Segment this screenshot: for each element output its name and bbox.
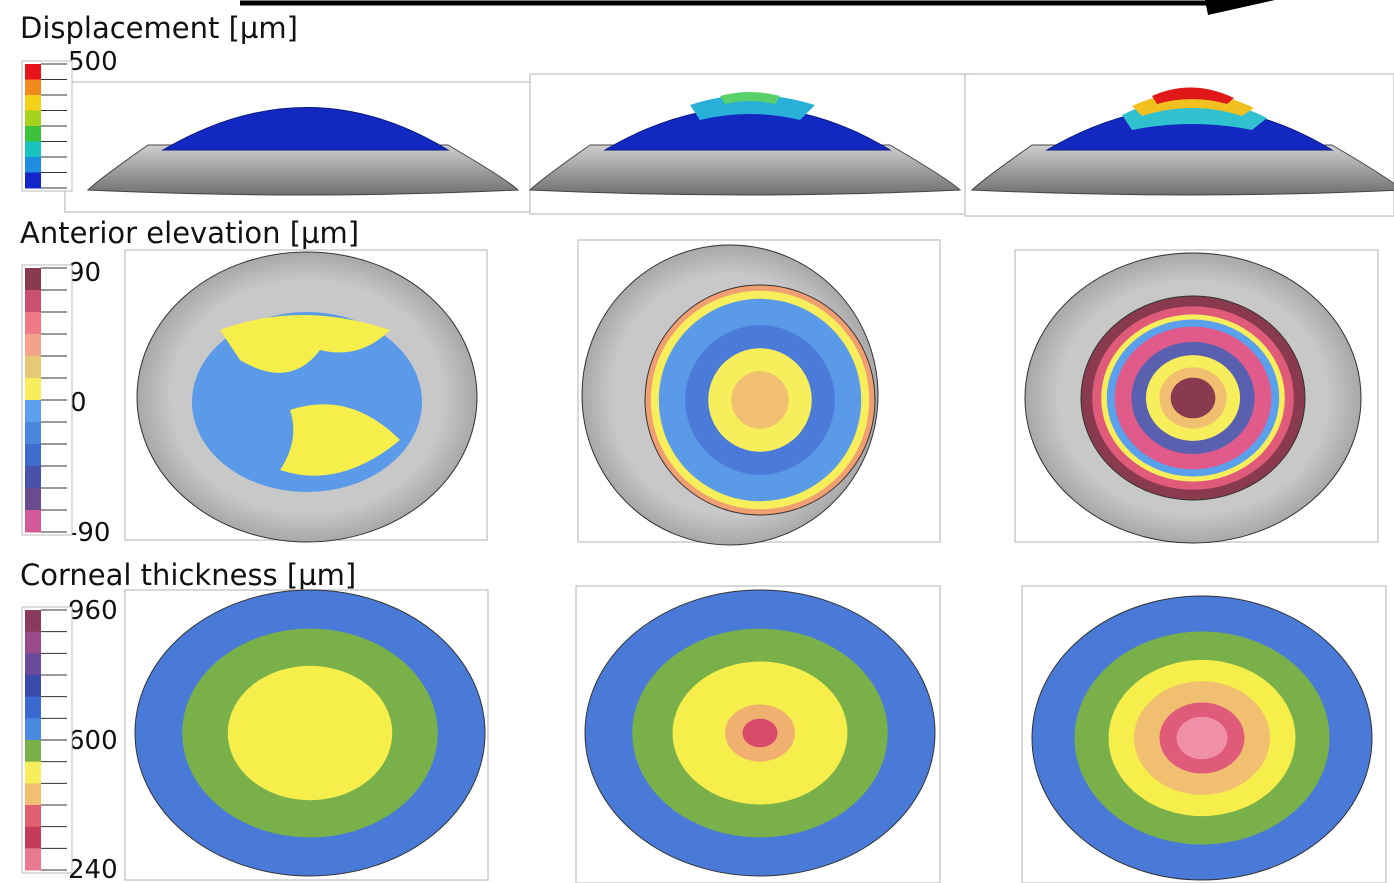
colorbar-step (25, 826, 41, 849)
colorbar-step (25, 141, 41, 158)
displacement-zone (690, 95, 815, 120)
colorbar-step (25, 761, 41, 784)
colorbar-step (25, 466, 41, 489)
colorbar-step (25, 334, 41, 357)
displacement-zone (1152, 87, 1234, 104)
dome-base (970, 144, 1394, 196)
colorbar-step (25, 157, 41, 173)
colorbar-step (25, 126, 41, 142)
colorbar-step (25, 488, 41, 511)
dome-base (528, 144, 962, 196)
colorbar-step (25, 696, 41, 719)
section-title: Displacement [µm] (20, 11, 298, 45)
colorbar-step (25, 740, 41, 763)
contour-region (227, 665, 393, 801)
colorbar-step (25, 444, 41, 467)
section-title: Anterior elevation [µm] (20, 216, 359, 250)
colorbar-step (25, 172, 41, 189)
colorbar-step (25, 510, 41, 533)
colorbar-step (25, 422, 41, 445)
colorbar-step (25, 805, 41, 828)
contour-region (220, 315, 400, 476)
scale-min: 240 (68, 855, 118, 883)
colorbar-step (25, 268, 41, 291)
colorbar-step (25, 848, 41, 871)
colorbar-step (25, 95, 41, 111)
colorbar-step (25, 653, 41, 676)
scale-max: 90 (68, 258, 101, 288)
scale-max: 500 (68, 47, 118, 77)
dome-panels (64, 73, 1394, 217)
colorbars (21, 60, 73, 874)
colorbar-step (25, 718, 41, 741)
contour-region (1176, 716, 1228, 760)
colorbar-step (25, 290, 41, 313)
dome-cap (161, 107, 450, 151)
colorbar-step (25, 400, 41, 423)
arrow-head (1205, 0, 1275, 15)
map-panels (124, 239, 1387, 883)
contour-region (731, 371, 789, 429)
colorbar-step (25, 79, 41, 96)
colorbar-step (25, 110, 41, 127)
scale-max: 960 (68, 596, 118, 626)
scale-mid: 0 (70, 388, 87, 418)
colorbar-step (25, 783, 41, 806)
colorbar-step (25, 64, 41, 80)
contour-region (1170, 377, 1216, 419)
dome-base (86, 144, 520, 196)
colorbar-step (25, 631, 41, 654)
colorbar-step (25, 312, 41, 335)
section-title: Corneal thickness [µm] (20, 558, 356, 592)
scale-min: -90 (68, 518, 110, 548)
colorbar-step (25, 378, 41, 401)
colorbar-step (25, 610, 41, 633)
colorbar-step (25, 356, 41, 379)
colorbar-step (25, 675, 41, 698)
scale-mid: 600 (68, 726, 118, 756)
contour-region (742, 718, 778, 748)
displacement-zone (720, 92, 780, 104)
